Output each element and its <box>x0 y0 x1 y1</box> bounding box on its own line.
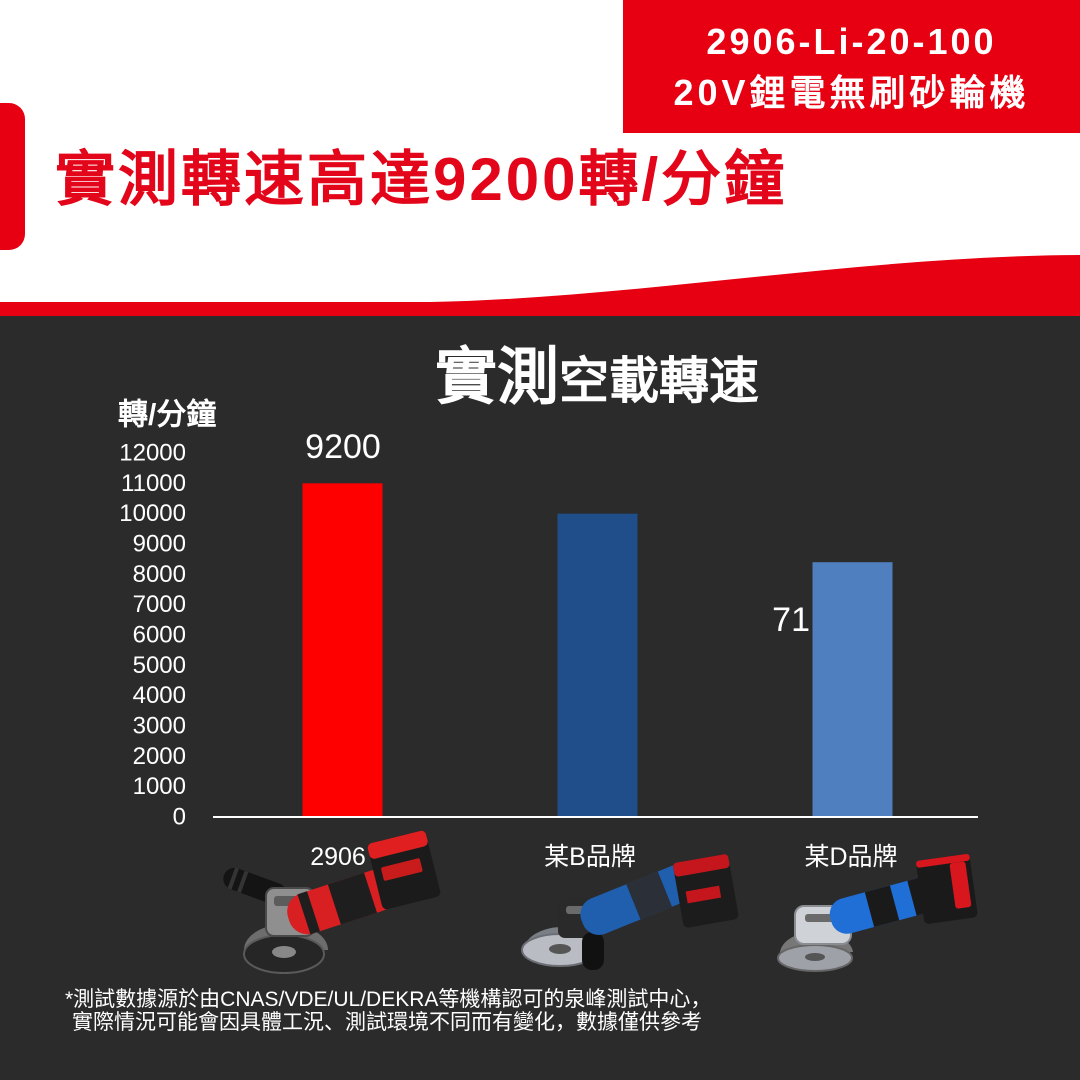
y-tick-label: 10000 <box>119 500 186 527</box>
y-tick-label: 3000 <box>133 713 186 740</box>
model-code: 2906-Li-20-100 <box>706 21 997 62</box>
bar-3 <box>812 562 893 817</box>
bars <box>302 483 893 817</box>
battery-pack <box>673 854 739 928</box>
y-tick-label: 11000 <box>121 470 186 497</box>
product-image-brand-d <box>777 853 978 972</box>
y-tick-label: 0 <box>173 804 186 831</box>
footnote: *測試數據源於由CNAS/VDE/UL/DEKRA等機構認可的泉峰測試中心， 實… <box>65 988 711 1034</box>
product-name: 20V鋰電無刷砂輪機 <box>673 72 1030 113</box>
y-tick-label: 4000 <box>133 682 186 709</box>
bar-chart: 轉/分鐘 0 1000 2000 3000 4000 5000 6000 7000 8000 900… <box>118 398 978 871</box>
product-image-2906 <box>223 830 441 974</box>
model-info-box: 2906-Li-20-100 20V鋰電無刷砂輪機 <box>623 0 1080 133</box>
y-tick-label: 7000 <box>133 591 186 618</box>
y-tick-label: 6000 <box>133 622 186 649</box>
y-tick-label: 2000 <box>133 743 186 770</box>
data-label: 9200 <box>305 428 381 466</box>
headline: 實測轉速高達9200轉/分鐘 <box>55 146 788 213</box>
data-label: 71 <box>772 601 810 639</box>
chart-title-rest: 空載轉速 <box>559 353 759 409</box>
side-handle <box>582 932 604 970</box>
grinding-disc <box>777 944 853 972</box>
chart-title-emphasis: 實測 <box>434 343 559 412</box>
category-label: 某B品牌 <box>544 843 636 871</box>
y-tick-label: 8000 <box>133 561 186 588</box>
chart-title: 實測空載轉速 <box>330 340 864 419</box>
product-image-brand-b <box>521 854 739 970</box>
y-tick-label: 9000 <box>133 531 186 558</box>
y-tick-label: 5000 <box>133 652 186 679</box>
model-red-box <box>623 0 1080 133</box>
y-tick-label: 1000 <box>133 773 186 800</box>
category-label: 某D品牌 <box>804 843 897 871</box>
left-red-tab <box>0 103 25 250</box>
bar-1 <box>302 483 383 817</box>
bar-2 <box>557 513 638 817</box>
y-tick-labels: 0 1000 2000 3000 4000 5000 6000 7000 8000 9000 100… <box>119 440 186 831</box>
motor-body <box>287 869 397 935</box>
y-tick-label: 12000 <box>119 440 186 467</box>
battery-pack <box>367 830 441 910</box>
category-label: 2906 <box>310 843 366 871</box>
footnote-line-1: *測試數據源於由CNAS/VDE/UL/DEKRA等機構認可的泉峰測試中心， <box>65 988 712 1011</box>
motor-body <box>580 865 696 935</box>
y-axis-label: 轉/分鐘 <box>118 398 216 432</box>
footnote-line-2: 實際情況可能會因具體工況、測試環境不同而有變化，數據僅供參考 <box>72 1011 702 1034</box>
grinding-disc <box>243 934 325 974</box>
battery-pack <box>916 853 978 924</box>
